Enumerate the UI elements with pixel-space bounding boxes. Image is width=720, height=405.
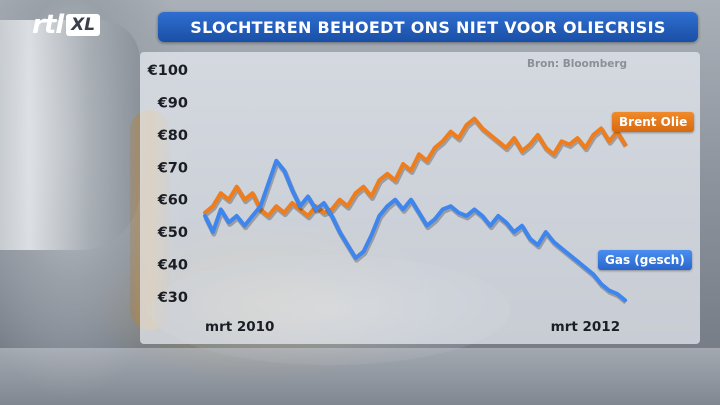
- series-line-shadow: [204, 118, 629, 221]
- series-line-gas: [203, 158, 627, 303]
- y-tick-label: €100: [147, 63, 188, 79]
- x-axis-ticks: mrt 2010 mrt 2012: [205, 319, 620, 335]
- x-tick-label: mrt 2010: [205, 319, 274, 335]
- y-tick-label: €50: [157, 225, 188, 241]
- y-tick-label: €30: [157, 290, 188, 306]
- bottom-strip: [0, 348, 720, 405]
- series-label-gas: Gas (gesch): [598, 250, 692, 270]
- chart-title: SLOCHTEREN BEHOEDT ONS NIET VOOR OLIECRI…: [190, 17, 666, 37]
- source-label: Bron: Bloomberg: [527, 58, 628, 70]
- y-tick-label: €70: [157, 160, 188, 176]
- series-label-brent: Brent Olie: [612, 112, 695, 132]
- channel-logo: rtl XL: [32, 10, 101, 40]
- series-line-brent: [203, 116, 627, 218]
- y-tick-label: €90: [157, 95, 188, 111]
- y-tick-label: €60: [157, 193, 188, 209]
- title-bar: SLOCHTEREN BEHOEDT ONS NIET VOOR OLIECRI…: [158, 12, 698, 42]
- series-lines: [203, 116, 629, 305]
- logo-rtl-text: rtl: [32, 10, 64, 40]
- y-tick-label: €40: [157, 258, 188, 274]
- x-tick-label: mrt 2012: [551, 319, 620, 335]
- oil-bottle-illustration: [0, 20, 140, 250]
- chart-panel: [140, 52, 700, 344]
- y-axis-ticks: €100 €90 €80 €70 €60 €50 €40 €30: [147, 63, 188, 306]
- logo-xl-badge: XL: [66, 14, 101, 36]
- y-tick-label: €80: [157, 128, 188, 144]
